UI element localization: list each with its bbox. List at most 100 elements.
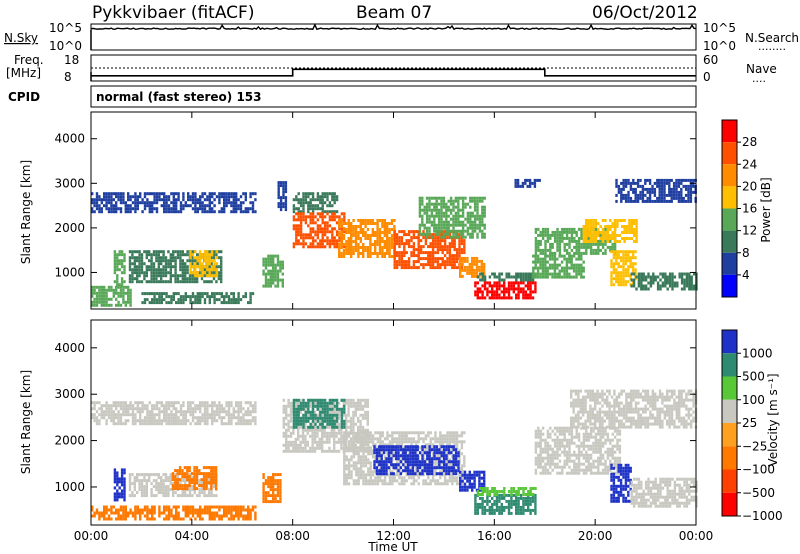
power-cell [529,284,532,288]
power-cell [342,237,346,240]
power-cell [619,283,623,287]
power-cell [223,201,226,205]
velocity-cell [140,488,144,492]
velocity-cell [151,407,154,411]
velocity-cell [179,422,183,426]
power-cell [534,236,538,240]
power-cell [302,198,305,202]
power-cell [597,234,600,237]
power-cell [343,230,346,234]
power-cell [630,278,633,282]
velocity-cell [153,407,156,411]
velocity-cell [206,410,209,414]
power-cell [326,195,329,199]
power-cell [623,231,626,234]
power-cell [629,274,632,278]
power-cell [215,274,219,278]
velocity-cell [182,401,185,405]
power-cell [483,226,486,230]
power-cell [448,257,452,261]
power-cell [316,195,320,199]
power-cell [469,196,472,200]
velocity-cell [342,401,345,405]
velocity-cell [227,508,231,512]
velocity-cell [212,475,215,479]
power-cell [665,181,669,185]
velocity-cell [337,410,341,414]
velocity-cell [205,481,208,485]
velocity-cell [117,404,120,408]
power-cell [189,256,192,260]
velocity-cell [198,469,201,473]
velocity-cell [163,517,166,521]
power-cell [403,266,406,270]
power-cell [594,222,597,225]
power-cell [514,181,517,185]
power-cell [558,230,562,234]
velocity-cell [148,473,151,477]
power-cell [304,236,308,240]
velocity-cell [98,413,101,417]
velocity-cell [335,422,338,426]
power-cell [208,280,211,284]
power-cell [553,260,557,264]
power-cell [443,230,447,234]
velocity-cell [295,419,298,423]
velocity-cell [337,428,341,432]
velocity-cell [184,479,187,483]
power-cell [544,272,547,276]
power-cell [115,285,118,289]
power-cell [304,195,308,199]
power-cell [440,199,443,203]
power-cell [196,256,199,260]
power-cell [427,263,430,267]
velocity-cell [239,508,243,512]
velocity-cell [91,413,94,417]
power-cell [616,222,619,225]
velocity-cell [107,416,111,420]
power-cell [471,232,474,236]
power-cell [549,245,552,249]
velocity-cell [244,422,247,426]
power-cell [103,285,106,289]
velocity-cell [319,398,322,402]
power-cell [146,201,149,205]
power-cell [537,233,540,237]
power-cell [155,198,159,202]
velocity-cell [91,416,94,420]
power-cell [331,239,334,243]
power-cell [609,228,612,231]
power-cell [112,288,115,292]
velocity-cell [287,446,290,450]
power-cell [500,296,503,300]
power-cell [553,230,557,234]
power-cell [629,184,633,188]
velocity-cell [239,514,243,518]
velocity-cell [299,410,302,414]
power-cell [123,268,126,272]
power-cell [208,268,211,272]
velocity-cell [206,508,209,512]
power-cell [354,228,358,231]
velocity-cell [345,398,348,402]
power-cell [227,201,231,205]
velocity-cell [237,508,240,512]
power-cell [622,184,625,188]
power-cell [481,290,484,294]
power-cell [658,178,661,182]
power-cell [478,268,481,272]
power-cell [199,298,202,302]
power-cell [95,285,99,289]
power-cell [155,207,159,211]
power-cell [274,284,277,288]
power-cell [464,196,467,200]
power-cell [279,260,282,264]
power-cell [118,268,121,272]
velocity-cell [345,419,348,423]
velocity-cell [182,413,185,417]
power-cell [556,227,559,231]
power-cell [412,236,416,240]
power-cell [524,284,527,288]
power-cell [637,278,641,282]
velocity-cell [105,410,108,414]
